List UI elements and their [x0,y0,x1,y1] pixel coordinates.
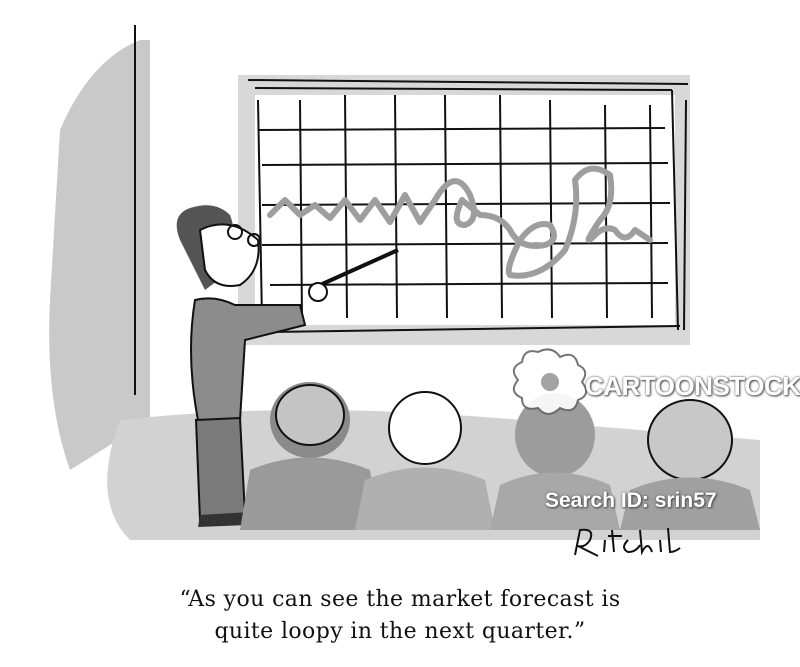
wall-shadow [49,40,150,470]
pointer-stick [319,248,399,287]
watermark-search-id: Search ID: srin57 [545,489,717,512]
presenter-figure [176,205,399,527]
forecast-loopy-line [267,165,653,279]
watermark-logo-icon [512,348,588,415]
cartoon-illustration [49,25,761,557]
audience [240,382,760,530]
caption-line-2: quite loopy in the next quarter.” [214,619,586,644]
chart-board [238,75,690,345]
watermark-brand: CARTOONSTOCK [585,371,800,401]
signature-ritchie [574,527,681,557]
cartoon-caption: “As you can see the market forecast is q… [0,584,800,648]
caption-line-1: “As you can see the market forecast is [179,587,621,612]
